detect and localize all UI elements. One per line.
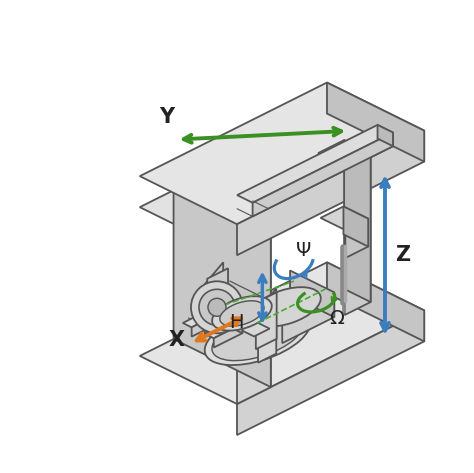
Polygon shape (237, 238, 271, 404)
Polygon shape (290, 271, 334, 317)
Ellipse shape (212, 313, 303, 360)
Polygon shape (207, 268, 228, 325)
Text: Ω: Ω (329, 308, 344, 328)
Ellipse shape (212, 296, 272, 331)
Ellipse shape (205, 308, 310, 365)
Polygon shape (214, 324, 242, 348)
Ellipse shape (220, 301, 264, 326)
Ellipse shape (199, 289, 235, 325)
Polygon shape (140, 190, 271, 255)
Ellipse shape (191, 281, 243, 333)
Text: X: X (169, 331, 185, 350)
Polygon shape (237, 310, 424, 435)
Polygon shape (237, 125, 393, 203)
Polygon shape (282, 292, 334, 343)
Polygon shape (205, 263, 223, 336)
Polygon shape (140, 83, 424, 224)
Text: Ψ: Ψ (296, 241, 311, 260)
Ellipse shape (252, 287, 321, 326)
Polygon shape (345, 153, 371, 315)
Polygon shape (320, 206, 368, 230)
Polygon shape (237, 131, 424, 255)
Polygon shape (256, 292, 277, 349)
Polygon shape (344, 206, 368, 246)
Polygon shape (253, 132, 393, 217)
Polygon shape (205, 320, 242, 338)
Text: H: H (229, 313, 244, 333)
Polygon shape (327, 263, 424, 342)
Polygon shape (327, 83, 424, 162)
Text: Z: Z (395, 245, 410, 265)
Polygon shape (211, 309, 220, 322)
Polygon shape (214, 309, 270, 336)
Text: Y: Y (159, 107, 174, 127)
Polygon shape (140, 263, 424, 404)
Polygon shape (346, 219, 368, 258)
Polygon shape (258, 289, 276, 363)
Polygon shape (344, 140, 371, 302)
Polygon shape (234, 320, 242, 333)
Polygon shape (173, 190, 271, 387)
Polygon shape (377, 125, 393, 146)
Polygon shape (318, 140, 371, 166)
Polygon shape (183, 309, 220, 327)
Polygon shape (191, 313, 220, 337)
Ellipse shape (208, 298, 226, 316)
